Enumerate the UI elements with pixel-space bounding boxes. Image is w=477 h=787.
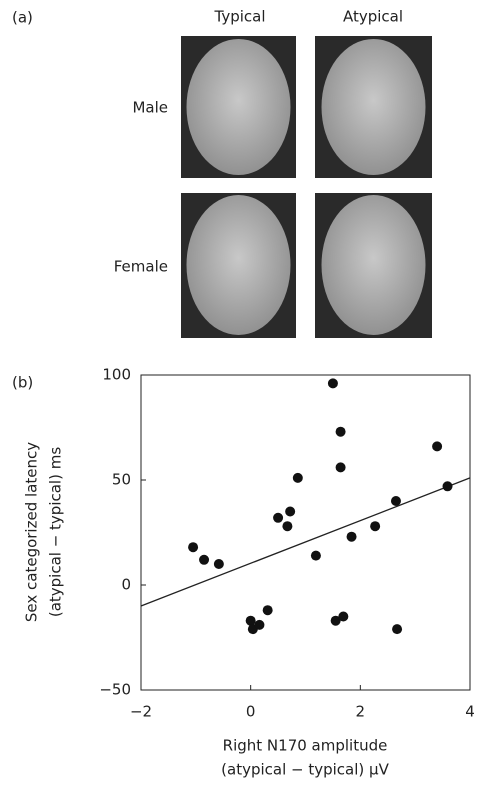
y-tick-label: −50 bbox=[99, 681, 131, 699]
data-point bbox=[245, 615, 256, 626]
data-point bbox=[254, 619, 265, 630]
data-point bbox=[432, 441, 443, 452]
x-axis-label: Right N170 amplitude bbox=[223, 737, 388, 755]
data-point bbox=[390, 496, 401, 506]
y-axis-label: (atypical − typical) ms bbox=[47, 447, 65, 617]
row-label: Male bbox=[132, 99, 168, 117]
x-tick-label: 2 bbox=[356, 703, 366, 721]
face-images bbox=[181, 36, 432, 338]
data-point bbox=[199, 554, 210, 565]
data-point bbox=[292, 472, 303, 483]
data-point bbox=[282, 521, 293, 532]
panel-label: (b) bbox=[12, 374, 33, 392]
panel-label: (a) bbox=[12, 9, 33, 27]
data-point bbox=[285, 506, 296, 517]
data-point bbox=[335, 426, 346, 437]
data-point bbox=[370, 521, 381, 532]
plot-frame bbox=[140, 374, 471, 691]
x-axis-label: (atypical − typical) μV bbox=[221, 761, 389, 779]
data-point bbox=[346, 531, 357, 542]
x-tick-label: −2 bbox=[130, 703, 152, 721]
y-tick-label: 50 bbox=[112, 471, 131, 489]
y-axis-label: Sex categorized latency bbox=[23, 442, 41, 622]
data-point bbox=[188, 542, 199, 553]
data-point bbox=[392, 624, 403, 635]
data-point bbox=[262, 605, 273, 616]
y-tick-label: 0 bbox=[121, 576, 131, 594]
row-label: Female bbox=[114, 258, 168, 276]
column-label: Typical bbox=[214, 8, 266, 26]
data-point bbox=[335, 462, 346, 473]
data-point bbox=[213, 559, 224, 569]
data-point bbox=[310, 550, 321, 561]
data-point bbox=[330, 615, 341, 626]
trend-line bbox=[140, 477, 471, 607]
data-point bbox=[327, 378, 338, 389]
data-point bbox=[273, 512, 284, 523]
y-tick-label: 100 bbox=[102, 366, 131, 384]
data-point bbox=[442, 481, 453, 492]
data-point bbox=[338, 611, 349, 622]
column-label: Atypical bbox=[343, 8, 403, 26]
x-tick-label: 4 bbox=[465, 703, 475, 721]
x-tick-label: 0 bbox=[246, 703, 256, 721]
